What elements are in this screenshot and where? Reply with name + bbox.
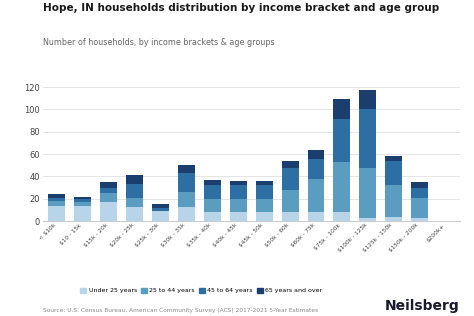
Bar (308, 212, 324, 221)
Bar (48, 201, 65, 205)
Bar (282, 161, 299, 167)
Bar (204, 180, 221, 185)
Bar (359, 90, 376, 109)
Bar (282, 212, 299, 221)
Bar (359, 167, 376, 218)
Bar (204, 212, 221, 221)
Bar (204, 185, 221, 199)
Bar (385, 185, 402, 217)
Bar (385, 161, 402, 185)
Bar (334, 119, 350, 162)
Bar (282, 167, 299, 190)
Bar (74, 199, 91, 202)
Bar (334, 162, 350, 212)
Bar (204, 199, 221, 212)
Bar (126, 207, 143, 221)
Bar (100, 193, 117, 202)
Bar (178, 207, 195, 221)
Legend: Under 25 years, 25 to 44 years, 45 to 64 years, 65 years and over: Under 25 years, 25 to 44 years, 45 to 64… (77, 285, 325, 296)
Bar (308, 150, 324, 159)
Bar (48, 194, 65, 198)
Bar (74, 197, 91, 199)
Bar (411, 188, 428, 198)
Bar (256, 212, 273, 221)
Bar (282, 190, 299, 212)
Bar (334, 99, 350, 119)
Bar (74, 205, 91, 221)
Bar (411, 198, 428, 218)
Bar (178, 173, 195, 192)
Bar (100, 182, 117, 188)
Bar (385, 156, 402, 161)
Bar (230, 181, 246, 185)
Text: Neilsberg: Neilsberg (385, 299, 460, 313)
Bar (256, 181, 273, 185)
Bar (230, 185, 246, 199)
Text: Source: U.S. Census Bureau, American Community Survey (ACS) 2017-2021 5-Year Est: Source: U.S. Census Bureau, American Com… (43, 308, 318, 313)
Bar (385, 217, 402, 221)
Bar (308, 179, 324, 212)
Bar (308, 159, 324, 179)
Bar (411, 218, 428, 221)
Bar (230, 212, 246, 221)
Bar (359, 218, 376, 221)
Bar (411, 182, 428, 188)
Bar (126, 175, 143, 184)
Bar (100, 202, 117, 221)
Bar (100, 188, 117, 193)
Bar (178, 165, 195, 173)
Bar (178, 192, 195, 207)
Bar (359, 109, 376, 167)
Text: Hope, IN households distribution by income bracket and age group: Hope, IN households distribution by inco… (43, 3, 439, 13)
Bar (126, 184, 143, 198)
Bar (256, 185, 273, 199)
Bar (152, 208, 169, 211)
Bar (74, 202, 91, 205)
Bar (152, 204, 169, 208)
Bar (48, 198, 65, 201)
Bar (230, 199, 246, 212)
Bar (152, 211, 169, 221)
Bar (334, 212, 350, 221)
Bar (126, 198, 143, 207)
Text: Number of households, by income brackets & age groups: Number of households, by income brackets… (43, 38, 274, 47)
Bar (256, 199, 273, 212)
Bar (48, 205, 65, 221)
